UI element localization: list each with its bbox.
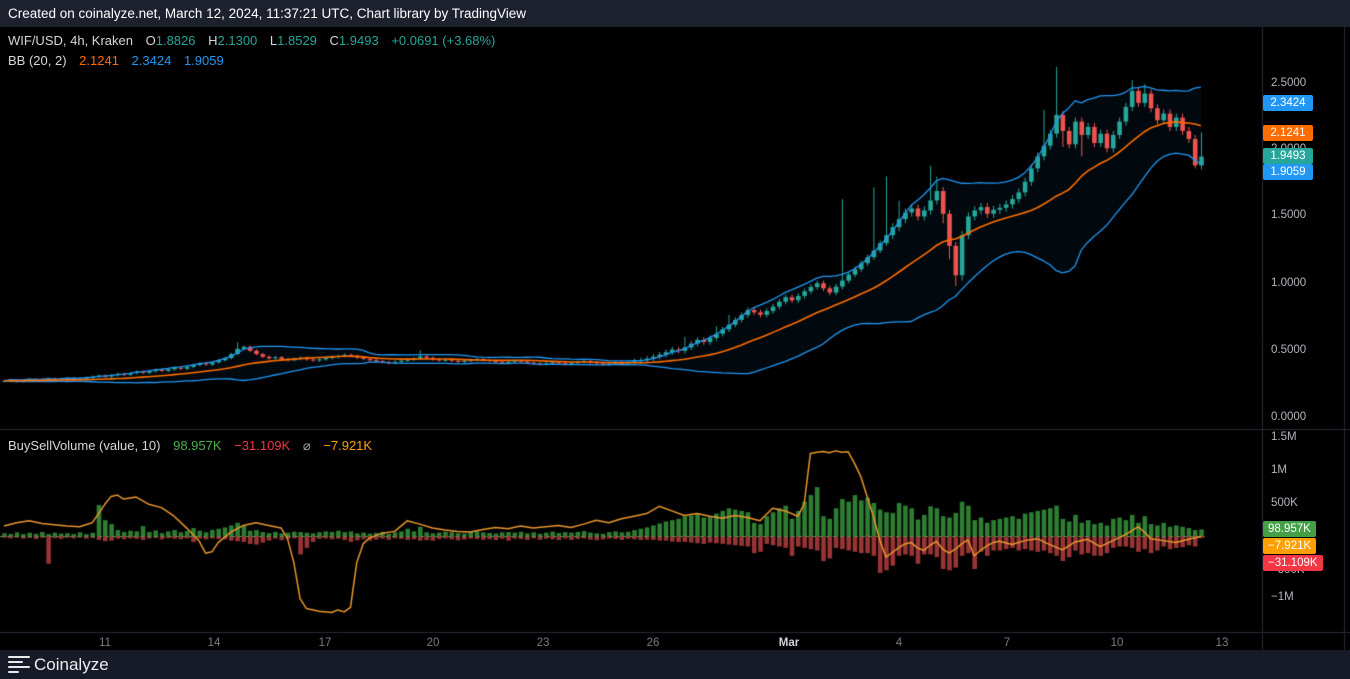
price-tick-label: 0.5000 [1271, 344, 1307, 356]
bb-upper-value: 2.3424 [131, 53, 172, 68]
volume-tick-label: 500K [1271, 497, 1298, 509]
price-badge: 2.3424 [1263, 95, 1313, 111]
time-tick-label: 10 [1110, 637, 1124, 649]
close-label: C [329, 33, 339, 48]
time-tick-label: 17 [318, 637, 332, 649]
open-value: 1.8826 [155, 33, 196, 48]
time-tick-label: 7 [1003, 637, 1011, 649]
brand-name: Coinalyze [34, 654, 109, 674]
bottom-brand-bar: Coinalyze [0, 650, 1350, 679]
brand: Coinalyze [8, 655, 109, 675]
bb-mid-value: 2.1241 [79, 53, 119, 68]
buy-volume-value: 98.957K [173, 438, 222, 453]
volume-indicator-title: BuySellVolume (value, 10) [8, 438, 161, 453]
price-tick-label: 0.0000 [1271, 411, 1307, 423]
symbol-title: WIF/USD, 4h, Kraken [8, 33, 133, 48]
time-tick-label: 26 [646, 637, 660, 649]
time-axis[interactable] [0, 632, 1262, 650]
volume-legend-row: BuySellVolume (value, 10) 98.957K −31.10… [8, 438, 372, 454]
volume-badge: −31.109K [1263, 555, 1323, 571]
volume-tick-label: −1M [1271, 591, 1294, 603]
low-value: 1.8529 [277, 33, 317, 48]
time-tick-label: Mar [778, 637, 800, 649]
low-label: L [269, 33, 278, 48]
high-label: H [208, 33, 218, 48]
average-volume-value: −7.921K [323, 438, 373, 453]
price-badge: 1.9059 [1263, 164, 1313, 180]
time-tick-label: 20 [426, 637, 440, 649]
bb-indicator-title: BB (20, 2) [8, 53, 67, 68]
sell-volume-value: −31.109K [234, 438, 291, 453]
price-tick-label: 2.5000 [1271, 77, 1307, 89]
coinalyze-logo-icon [8, 655, 30, 675]
volume-badge: 98.957K [1263, 521, 1316, 537]
time-tick-label: 11 [99, 637, 111, 649]
time-tick-label: 23 [536, 637, 550, 649]
change-value: +0.0691 (+3.68%) [391, 33, 496, 48]
average-symbol: ⌀ [302, 438, 311, 453]
volume-tick-label: 1.5M [1271, 431, 1297, 443]
price-badge: 2.1241 [1263, 125, 1313, 141]
price-badge: 1.9493 [1263, 148, 1313, 164]
price-tick-label: 1.0000 [1271, 277, 1307, 289]
bb-legend-row: BB (20, 2) 2.1241 2.3424 1.9059 [8, 53, 224, 68]
top-attribution-bar: Created on coinalyze.net, March 12, 2024… [0, 0, 1350, 27]
attribution-text: Created on coinalyze.net, March 12, 2024… [8, 6, 527, 21]
price-legend-row1: WIF/USD, 4h, Kraken O1.8826 H2.1300 L1.8… [8, 33, 495, 48]
price-tick-label: 1.5000 [1271, 209, 1307, 221]
volume-badge: −7.921K [1263, 538, 1317, 554]
time-tick-label: 13 [1215, 637, 1229, 649]
volume-tick-label: 1M [1271, 464, 1287, 476]
high-value: 2.1300 [217, 33, 258, 48]
time-tick-label: 4 [895, 637, 903, 649]
bb-lower-value: 1.9059 [183, 53, 224, 68]
open-label: O [145, 33, 156, 48]
time-tick-label: 14 [207, 637, 221, 649]
close-value: 1.9493 [338, 33, 379, 48]
